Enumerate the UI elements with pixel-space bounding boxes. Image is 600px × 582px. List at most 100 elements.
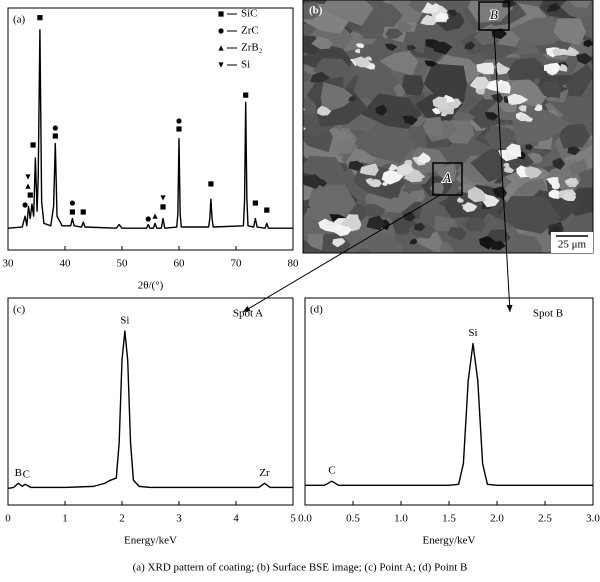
legend-marker [218, 28, 224, 34]
x-axis-label: 2θ/(°) [138, 280, 164, 292]
particle [469, 76, 490, 90]
particle [546, 64, 559, 76]
particle [332, 238, 346, 248]
region-label: B [490, 7, 498, 22]
marker [176, 126, 182, 132]
particle [546, 177, 560, 187]
pore [375, 104, 388, 116]
legend-label: ZrB₂ [241, 42, 263, 54]
peak-label: Si [120, 315, 129, 327]
flake [447, 227, 467, 241]
x-tick-label: 2.5 [538, 513, 552, 525]
flake [553, 18, 586, 46]
flake [311, 36, 333, 50]
pore [317, 179, 327, 188]
legend-label: Si [241, 59, 250, 71]
pore [546, 2, 561, 12]
particle [295, 118, 303, 123]
pore [491, 240, 506, 250]
peak-label: B [15, 467, 22, 479]
particle [365, 178, 373, 185]
x-tick-label: 40 [60, 258, 72, 270]
marker [37, 15, 43, 21]
particle [396, 163, 415, 176]
flake [397, 22, 413, 33]
flake [568, 0, 591, 8]
x-tick-label: 50 [117, 258, 129, 270]
flake [538, 79, 562, 99]
arrow [493, 29, 513, 313]
legend-marker [218, 45, 224, 51]
x-tick-label: 1 [62, 513, 68, 525]
particle [476, 62, 495, 75]
marker [160, 195, 166, 201]
pore [567, 146, 581, 156]
particle [507, 93, 529, 105]
arrow [242, 194, 441, 313]
pore [484, 112, 499, 121]
peak-label: C [23, 468, 30, 480]
x-axis-label: Energy/keV [423, 535, 476, 547]
flake [385, 28, 404, 39]
particle [417, 174, 426, 179]
spectrum-line [305, 342, 593, 487]
flake [462, 216, 486, 233]
x-tick-label: 30 [3, 258, 15, 270]
x-tick-label: 80 [288, 258, 300, 270]
x-tick-label: 1.5 [442, 513, 456, 525]
marker [176, 118, 182, 124]
flake [361, 15, 385, 40]
pore [414, 222, 426, 232]
flake [320, 0, 374, 26]
x-tick-label: 4 [233, 513, 239, 525]
particle [462, 202, 478, 213]
flake [560, 187, 593, 218]
particle [524, 166, 543, 179]
particle [440, 112, 447, 117]
flake [366, 231, 404, 253]
pore [348, 95, 357, 102]
pore [384, 43, 398, 51]
particle [481, 194, 500, 208]
particle [534, 104, 543, 112]
particle [388, 163, 398, 171]
bse-image [295, 0, 593, 253]
spectrum-line [7, 29, 293, 229]
particle [421, 2, 441, 14]
panel-label: (d) [310, 304, 323, 316]
image-frame [302, 0, 594, 254]
x-tick-label: 70 [231, 258, 243, 270]
spot-label: Spot B [533, 308, 563, 320]
peak-label: C [328, 465, 335, 477]
legend-label: SiC [241, 8, 258, 20]
particle [435, 12, 450, 22]
flake [303, 214, 315, 232]
particle [562, 191, 577, 201]
x-tick-label: 1.0 [394, 513, 408, 525]
pore [424, 60, 438, 67]
pore [303, 174, 324, 189]
flake [332, 140, 354, 154]
pore [583, 39, 593, 48]
particle [518, 105, 527, 112]
plot-frame [304, 297, 594, 506]
particle [333, 223, 352, 237]
particle [566, 178, 577, 185]
pore [552, 157, 566, 170]
particle [548, 189, 561, 199]
particle [352, 56, 371, 68]
particle [409, 172, 421, 181]
legend-label: ZrC [241, 25, 259, 37]
flake [451, 111, 476, 123]
flake [436, 162, 457, 182]
pore [406, 44, 417, 51]
flake [353, 123, 418, 164]
particle [317, 105, 332, 116]
peak-label: Si [468, 327, 477, 339]
marker [252, 200, 258, 206]
particle [355, 43, 365, 49]
x-tick-label: 2 [119, 513, 125, 525]
pore [409, 238, 418, 245]
x-axis-label: Energy/keV [124, 535, 177, 547]
flake [444, 194, 473, 218]
